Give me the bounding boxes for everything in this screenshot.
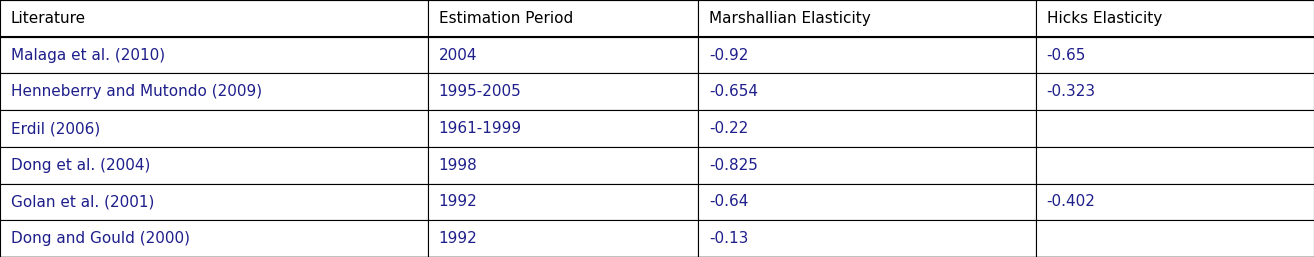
- Text: 1995-2005: 1995-2005: [439, 84, 522, 99]
- Bar: [698, 147, 1037, 183]
- Text: -0.402: -0.402: [1047, 195, 1096, 209]
- Bar: [698, 37, 1037, 74]
- Bar: [0, 74, 428, 110]
- Text: -0.65: -0.65: [1047, 48, 1087, 62]
- Text: Erdil (2006): Erdil (2006): [11, 121, 100, 136]
- Bar: [0, 183, 428, 220]
- Bar: [428, 110, 698, 147]
- Bar: [698, 110, 1037, 147]
- Bar: [428, 147, 698, 183]
- Text: Hicks Elasticity: Hicks Elasticity: [1047, 11, 1162, 26]
- Text: Dong et al. (2004): Dong et al. (2004): [11, 158, 150, 173]
- Text: Dong and Gould (2000): Dong and Gould (2000): [11, 231, 189, 246]
- Text: 2004: 2004: [439, 48, 477, 62]
- Text: Marshallian Elasticity: Marshallian Elasticity: [708, 11, 871, 26]
- Text: 1992: 1992: [439, 195, 477, 209]
- Text: 1992: 1992: [439, 231, 477, 246]
- Text: Estimation Period: Estimation Period: [439, 11, 573, 26]
- Text: Malaga et al. (2010): Malaga et al. (2010): [11, 48, 164, 62]
- Text: Golan et al. (2001): Golan et al. (2001): [11, 195, 154, 209]
- Bar: [698, 74, 1037, 110]
- Bar: [1037, 183, 1314, 220]
- Bar: [0, 220, 428, 257]
- Bar: [1037, 110, 1314, 147]
- Bar: [1037, 147, 1314, 183]
- Bar: [1037, 37, 1314, 74]
- Text: -0.825: -0.825: [708, 158, 758, 173]
- Bar: [1037, 220, 1314, 257]
- Text: Henneberry and Mutondo (2009): Henneberry and Mutondo (2009): [11, 84, 261, 99]
- Bar: [698, 220, 1037, 257]
- Bar: [0, 110, 428, 147]
- Text: 1998: 1998: [439, 158, 477, 173]
- Text: -0.22: -0.22: [708, 121, 748, 136]
- Text: -0.323: -0.323: [1047, 84, 1096, 99]
- Bar: [0, 37, 428, 74]
- Bar: [0, 0, 428, 37]
- Text: -0.64: -0.64: [708, 195, 748, 209]
- Bar: [1037, 0, 1314, 37]
- Bar: [0, 147, 428, 183]
- Bar: [428, 183, 698, 220]
- Text: -0.13: -0.13: [708, 231, 748, 246]
- Bar: [428, 74, 698, 110]
- Bar: [428, 0, 698, 37]
- Bar: [698, 183, 1037, 220]
- Bar: [428, 37, 698, 74]
- Bar: [1037, 74, 1314, 110]
- Text: -0.654: -0.654: [708, 84, 758, 99]
- Text: Literature: Literature: [11, 11, 85, 26]
- Bar: [698, 0, 1037, 37]
- Text: -0.92: -0.92: [708, 48, 748, 62]
- Text: 1961-1999: 1961-1999: [439, 121, 522, 136]
- Bar: [428, 220, 698, 257]
